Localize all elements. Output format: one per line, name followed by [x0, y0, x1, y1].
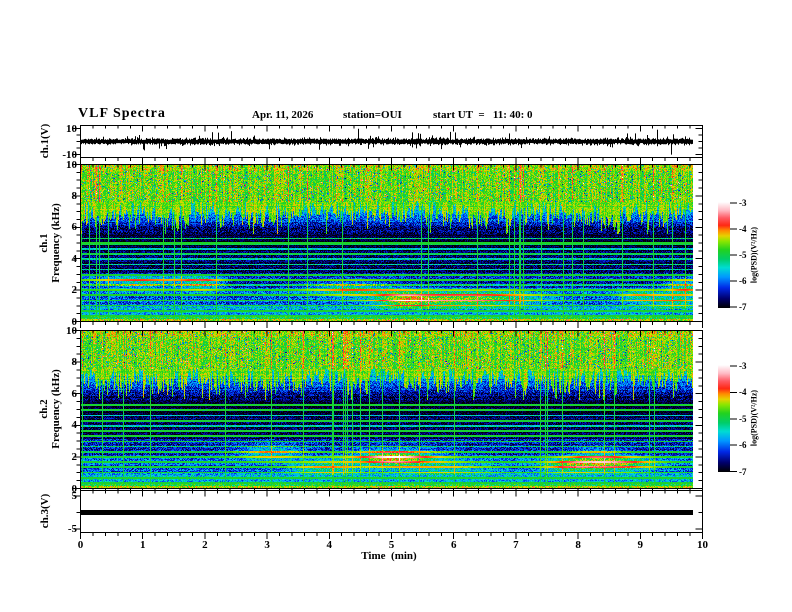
ch2-spectrogram-tick-label: 0 — [71, 482, 78, 495]
x-tick-label: 6 — [450, 539, 457, 551]
x-tick-label: 4 — [326, 539, 333, 551]
tick-marks — [73, 125, 737, 539]
ch1-spectrogram-tick-label: 8 — [71, 189, 78, 202]
header-start-ut: start UT = 11: 40: 0 — [433, 109, 533, 121]
ch2-spectrogram-tick-label: 6 — [71, 387, 78, 400]
panel-frame — [80, 490, 703, 533]
header-station: station=OUI — [343, 109, 402, 121]
colorbar2-tick-label: -3 — [739, 361, 747, 371]
x-tick-label: 10 — [697, 539, 708, 551]
ch1-spectrogram-tick-label: 4 — [71, 252, 78, 265]
ch1-spectrogram-tick-label: 0 — [71, 315, 78, 328]
ch1-spectrogram-tick-label: 10 — [66, 158, 77, 171]
ch1-spectrogram-plot — [81, 165, 693, 321]
x-tick-label: 3 — [264, 539, 270, 551]
ch1-voltage-tick-label: -10 — [62, 148, 77, 161]
ch2-spectrogram-tick-label: 2 — [71, 450, 78, 463]
colorbar1-tick-label: -3 — [739, 198, 747, 208]
colorbar-ch1 — [718, 202, 730, 308]
ch3-voltage-tick-label: -5 — [67, 523, 77, 535]
colorbar2-tick-label: -7 — [739, 466, 747, 477]
ch1-spectrogram-tick-label: 2 — [71, 284, 78, 297]
ch3-voltage-tick-label: 5 — [71, 490, 78, 502]
colorbar1-tick-label: -5 — [739, 250, 747, 260]
panel-frame — [80, 330, 703, 489]
page-title: VLF Spectra — [78, 106, 166, 121]
ch3-voltage-flat-line — [81, 510, 693, 515]
colorbar1-tick-label: -7 — [739, 302, 747, 312]
header-date: Apr. 11, 2026 — [252, 109, 314, 121]
ch2-spectrogram-tick-label: 8 — [71, 356, 78, 369]
colorbar2-tick-label: -4 — [739, 387, 747, 398]
x-axis-title: Time (min) — [361, 550, 417, 562]
x-tick-label: 5 — [388, 539, 395, 551]
panel-frame — [80, 164, 703, 322]
ch1-voltage-tick-label: 10 — [66, 122, 77, 135]
x-tick-label: 8 — [575, 539, 581, 551]
colorbar2-tick-label: -5 — [739, 413, 747, 424]
ch2-spectrogram-plot — [81, 331, 693, 488]
colorbar-ch2 — [718, 365, 730, 472]
ch2-spectrogram-tick-label: 4 — [71, 419, 78, 432]
colorbar2-tick-label: -6 — [739, 440, 747, 451]
x-tick-label: 9 — [637, 539, 644, 551]
x-tick-label: 7 — [513, 539, 519, 551]
colorbar1-tick-label: -6 — [739, 276, 747, 286]
ch1-spectrogram-tick-label: 6 — [71, 221, 78, 234]
x-tick-label: 2 — [202, 539, 208, 551]
ch2-spectrogram-tick-label: 10 — [66, 324, 77, 337]
ch1-voltage-waveform-plot — [81, 126, 693, 157]
x-tick-label: 0 — [77, 539, 84, 551]
x-tick-label: 1 — [139, 539, 146, 551]
colorbar1-tick-label: -4 — [739, 224, 747, 234]
